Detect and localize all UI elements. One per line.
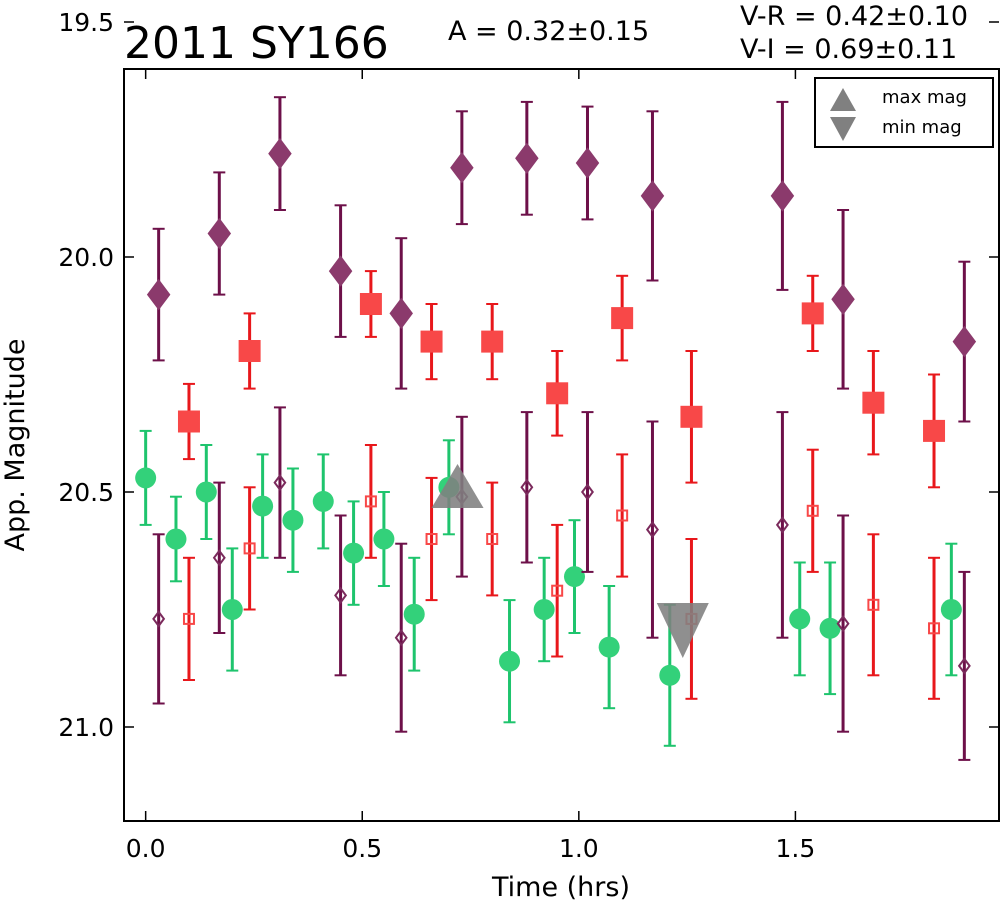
data-point-square — [680, 405, 703, 428]
data-point-circle — [135, 467, 157, 489]
data-point-square — [806, 504, 819, 517]
data-point-square — [616, 509, 629, 522]
data-point-square — [611, 307, 634, 330]
data-point-diamond — [952, 325, 977, 358]
y-tick-label: 21.0 — [58, 713, 114, 742]
data-point-diamond — [334, 586, 348, 605]
data-point-diamond — [831, 283, 855, 315]
x-tick-label: 0.0 — [126, 834, 166, 863]
y-tick-label: 19.5 — [58, 8, 114, 37]
data-point-square — [481, 330, 504, 353]
chart-title: 2011 SY166 — [124, 18, 389, 69]
x-tick-label: 1.0 — [559, 834, 599, 863]
data-point-diamond — [775, 516, 789, 534]
data-point-diamond — [328, 255, 353, 287]
data-point-square — [420, 330, 443, 353]
series-diamond-filled — [146, 96, 977, 423]
x-tick-label: 1.5 — [776, 834, 816, 863]
legend-max-mag-label: max mag — [882, 87, 967, 108]
series-triangle-down-filled — [656, 603, 709, 658]
axis-ticks: 0.0 0.5 1.0 1.5 19.5 20.0 20.5 21.0 — [58, 8, 999, 863]
data-point-circle — [598, 636, 620, 658]
vr-annotation: V-R = 0.42±0.10 — [740, 1, 968, 32]
data-point-square — [546, 382, 569, 405]
data-point-diamond — [515, 142, 539, 174]
data-point-diamond — [580, 483, 594, 501]
data-point-square — [238, 340, 261, 362]
y-tick-label: 20.5 — [58, 478, 114, 507]
data-point-square — [177, 410, 200, 433]
series-square-filled — [177, 270, 946, 489]
series-triangle-up-filled — [431, 464, 484, 508]
data-point-square — [243, 542, 256, 555]
amplitude-annotation: A = 0.32±0.15 — [448, 16, 649, 47]
data-point-circle — [533, 599, 555, 620]
data-point-square — [862, 391, 885, 414]
data-point-circle — [343, 542, 365, 564]
legend-max-mag-marker — [830, 88, 856, 111]
min-mag-marker — [656, 603, 709, 658]
x-tick-label: 0.5 — [342, 834, 382, 863]
data-point-circle — [252, 495, 274, 517]
data-point-diamond — [146, 278, 171, 311]
legend: max mag min mag — [814, 77, 994, 148]
data-point-circle — [403, 603, 425, 625]
data-point-circle — [563, 566, 585, 588]
data-point-circle — [659, 664, 681, 686]
data-point-diamond — [770, 180, 795, 212]
data-point-diamond — [640, 180, 665, 212]
data-point-circle — [373, 528, 395, 550]
y-axis-label: App. Magnitude — [0, 339, 31, 552]
series-diamond-open — [152, 406, 971, 761]
data-point-diamond — [645, 520, 659, 539]
data-point-diamond — [273, 473, 287, 492]
data-point-diamond — [836, 614, 850, 633]
data-point-diamond — [152, 610, 166, 628]
data-point-diamond — [268, 137, 292, 170]
data-point-diamond — [575, 147, 600, 179]
data-point-circle — [940, 599, 962, 620]
data-point-circle — [789, 608, 811, 630]
data-point-square — [182, 612, 195, 625]
data-point-circle — [221, 599, 243, 620]
data-point-square — [359, 293, 382, 315]
data-point-circle — [195, 481, 217, 503]
series-square-open — [182, 444, 941, 700]
series-circle-filled — [135, 429, 962, 747]
data-point-square — [923, 419, 946, 442]
data-point-diamond — [520, 478, 534, 496]
data-point-circle — [312, 490, 334, 512]
data-point-circle — [282, 509, 304, 531]
data-point-square — [928, 622, 941, 635]
data-point-circle — [165, 528, 187, 550]
plot-frame — [123, 68, 1000, 822]
data-point-circle — [499, 650, 521, 672]
max-mag-marker — [431, 464, 484, 508]
data-point-square — [425, 533, 438, 545]
legend-min-mag-marker — [830, 117, 856, 141]
data-point-diamond — [450, 152, 474, 184]
vi-annotation: V-I = 0.69±0.11 — [740, 34, 957, 65]
x-axis-label: Time (hrs) — [491, 872, 630, 903]
data-point-square — [486, 533, 499, 545]
data-point-square — [867, 598, 880, 611]
data-point-square — [364, 495, 377, 508]
data-point-square — [551, 584, 564, 597]
data-point-diamond — [207, 217, 232, 250]
data-marks — [135, 96, 977, 761]
legend-min-mag-label: min mag — [882, 117, 962, 138]
data-point-diamond — [389, 297, 413, 330]
data-point-diamond — [394, 629, 408, 647]
data-point-diamond — [212, 549, 226, 567]
y-tick-label: 20.0 — [58, 243, 114, 272]
data-point-circle — [819, 617, 841, 639]
data-point-square — [801, 302, 824, 325]
data-point-diamond — [957, 657, 971, 675]
